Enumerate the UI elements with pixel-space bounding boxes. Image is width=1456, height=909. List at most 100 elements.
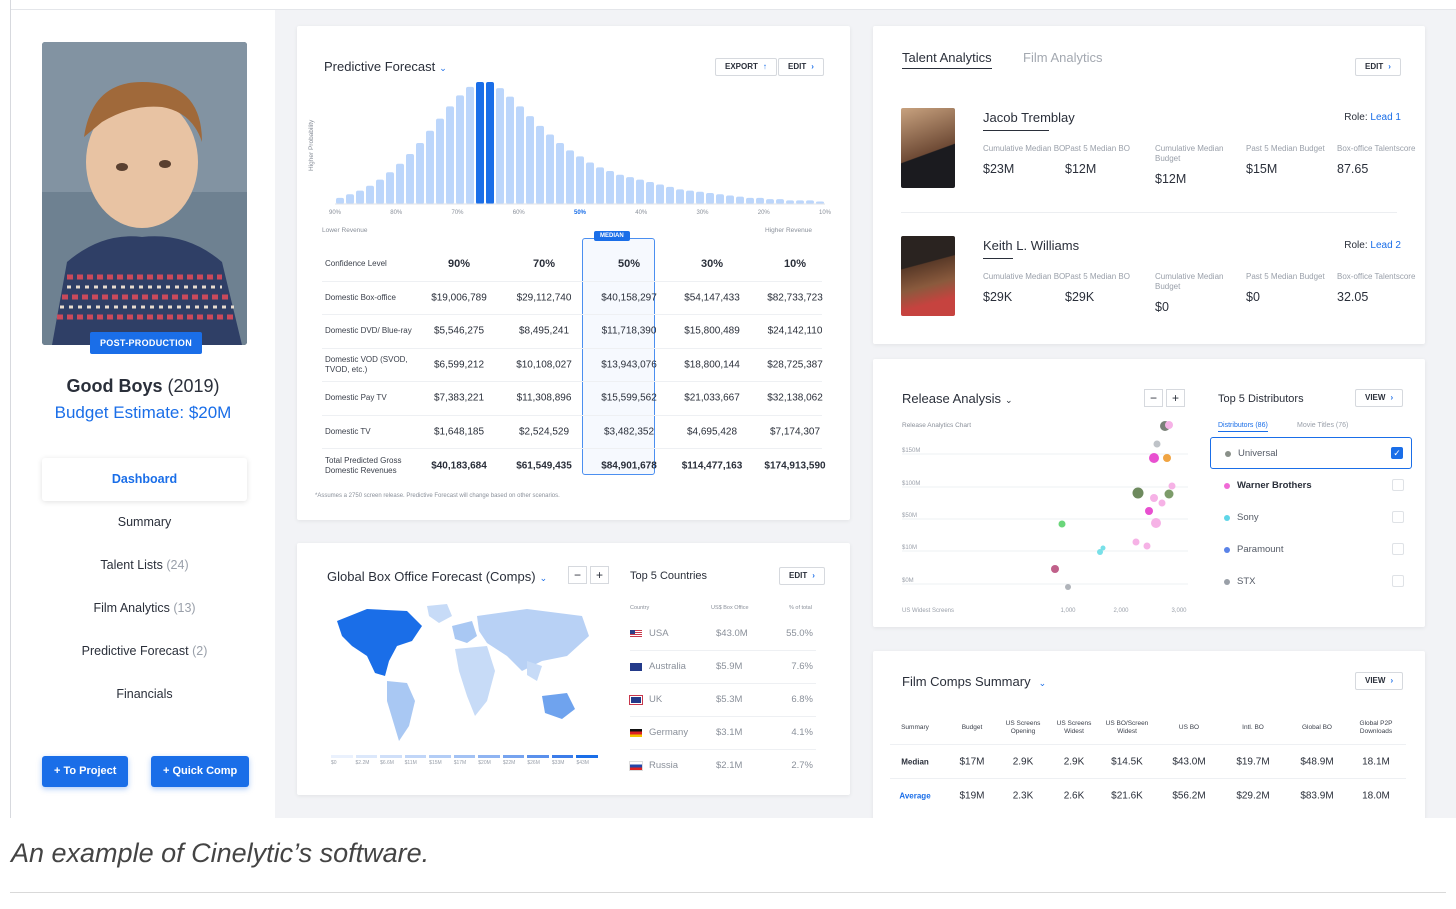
tab-film-analytics[interactable]: Film Analytics (1023, 50, 1103, 65)
distributor-row-warner-brothers[interactable]: Warner Brothers (1210, 470, 1412, 502)
nav-label: Summary (117, 515, 172, 529)
release-title-text: Release Analysis (902, 391, 1001, 406)
distributor-row-universal[interactable]: Universal ✓ (1210, 437, 1412, 469)
scatter-point[interactable] (1097, 549, 1103, 555)
distribution-bar (466, 86, 474, 204)
distributor-row-sony[interactable]: Sony (1210, 502, 1412, 534)
scatter-point[interactable] (1065, 584, 1071, 590)
checkbox[interactable] (1392, 511, 1404, 523)
zoom-in-button[interactable]: + (1166, 389, 1185, 407)
comps-cell: $56.2M (1172, 790, 1206, 802)
scatter-point[interactable] (1051, 565, 1059, 573)
table-total-row: Total Predicted Gross Domestic Revenues … (322, 449, 826, 483)
tab-talent-analytics[interactable]: Talent Analytics (902, 50, 992, 69)
scatter-point[interactable] (1150, 494, 1158, 502)
divider (901, 212, 1397, 213)
comps-row-average: Average $19M 2.3K 2.6K $21.6K $56.2M $29… (890, 779, 1406, 813)
stat-value: $29K (1065, 290, 1095, 304)
release-title[interactable]: Release Analysis ⌄ (902, 391, 1013, 406)
nav-item-talent-lists[interactable]: Talent Lists (24) (42, 544, 247, 587)
country-bo: $5.3M (716, 694, 743, 705)
distributor-row-paramount[interactable]: Paramount (1210, 534, 1412, 566)
chevron-right-icon: › (811, 62, 814, 71)
distributor-name: Warner Brothers (1237, 480, 1312, 491)
scatter-point[interactable] (1158, 499, 1166, 507)
table-header-label: Confidence Level (325, 259, 387, 269)
distribution-x-ticks: 90% 80% 70% 60% 50% 40% 30% 20% 10% (329, 210, 831, 220)
nav-item-predictive-forecast[interactable]: Predictive Forecast (2) (42, 630, 247, 673)
status-badge: POST-PRODUCTION (90, 332, 203, 354)
table-cell: $4,695,428 (686, 426, 738, 438)
nav-item-financials[interactable]: Financials (42, 673, 247, 716)
edit-label: EDIT (789, 571, 808, 580)
country-bo: $3.1M (716, 727, 743, 738)
country-bo: $2.1M (716, 760, 743, 771)
role-value: Lead 2 (1370, 240, 1401, 251)
talent-name[interactable]: Jacob Tremblay (983, 110, 1075, 125)
to-project-button[interactable]: + To Project (42, 756, 129, 787)
talent-name[interactable]: Keith L. Williams (983, 238, 1080, 253)
checkbox[interactable]: ✓ (1391, 447, 1403, 459)
stat-label: Past 5 Median Budget (1246, 144, 1325, 153)
comps-cell: 2.6K (1063, 790, 1085, 802)
export-button[interactable]: EXPORT ↑ (715, 58, 777, 76)
country-row-russia: Russia $2.1M 2.7% (629, 750, 816, 783)
comps-title[interactable]: Film Comps Summary ⌄ (902, 674, 1046, 689)
global-title[interactable]: Global Box Office Forecast (Comps) ⌄ (327, 569, 547, 584)
nav-item-summary[interactable]: Summary (42, 501, 247, 544)
scatter-point[interactable] (1100, 545, 1106, 551)
col-header: 70% (532, 258, 556, 271)
talent-edit-button[interactable]: EDIT › (1355, 58, 1401, 76)
x-tick-label: 2,000 (1113, 608, 1129, 614)
role-prefix: Role: (1344, 112, 1368, 123)
forecast-title[interactable]: Predictive Forecast ⌄ (324, 59, 447, 74)
scatter-point[interactable] (1165, 421, 1173, 429)
table-cell: $29,112,740 (516, 292, 572, 304)
scatter-point[interactable] (1163, 454, 1171, 462)
scatter-point[interactable] (1132, 538, 1140, 546)
scatter-point[interactable] (1132, 487, 1144, 499)
checkbox[interactable] (1392, 479, 1404, 491)
nav-item-dashboard[interactable]: Dashboard (42, 458, 247, 501)
nav-count: (13) (173, 601, 196, 615)
comps-view-button[interactable]: VIEW › (1355, 672, 1404, 690)
app-window: POST-PRODUCTION Good Boys (2019) Budget … (10, 0, 1456, 818)
scatter-point[interactable] (1153, 440, 1161, 448)
scatter-point[interactable] (1168, 482, 1176, 490)
scatter-point[interactable] (1149, 453, 1159, 463)
distribution-bar (336, 197, 344, 204)
countries-edit-button[interactable]: EDIT › (779, 567, 825, 585)
checkbox[interactable] (1392, 575, 1404, 587)
distribution-x-tick: 40% (635, 210, 648, 216)
comps-cell: 18.0M (1362, 790, 1390, 802)
quick-comp-button[interactable]: + Quick Comp (151, 756, 250, 787)
country-row-usa: USA $43.0M 55.0% (630, 618, 816, 651)
scatter-point[interactable] (1151, 518, 1161, 528)
tab-distributors[interactable]: Distributors (86) (1218, 422, 1268, 432)
checkbox[interactable] (1392, 543, 1404, 555)
russia-flag-icon (629, 761, 643, 771)
tab-movie-titles[interactable]: Movie Titles (76) (1297, 422, 1349, 429)
role-prefix: Role: (1344, 240, 1368, 251)
table-cell: $11,718,390 (601, 325, 657, 337)
distributor-row-stx[interactable]: STX (1210, 566, 1412, 598)
row-label: Domestic TV (325, 426, 371, 436)
forecast-edit-button[interactable]: EDIT › (778, 58, 824, 76)
distributors-view-button[interactable]: VIEW › (1355, 389, 1404, 407)
scatter-point[interactable] (1164, 489, 1174, 499)
map-zoom-in-button[interactable]: + (590, 566, 609, 584)
distribution-bar (716, 194, 724, 204)
distribution-bar (506, 96, 514, 204)
name-underline (983, 130, 1049, 131)
stat-past5-median-bo: Past 5 Median BO $12M (1065, 144, 1155, 176)
stat-value: $0 (1246, 290, 1260, 304)
x-tick-label: 1,000 (1060, 608, 1076, 614)
scatter-point[interactable] (1143, 542, 1151, 550)
zoom-out-button[interactable]: − (1144, 389, 1163, 407)
nav-item-film-analytics[interactable]: Film Analytics (13) (42, 587, 247, 630)
talent-row: Jacob Tremblay Role: Lead 1 Cumulative M… (901, 108, 1415, 208)
scatter-point[interactable] (1058, 520, 1066, 528)
map-zoom-out-button[interactable]: − (568, 566, 587, 584)
scatter-point[interactable] (1145, 507, 1153, 515)
country-name: Australia (649, 661, 686, 672)
